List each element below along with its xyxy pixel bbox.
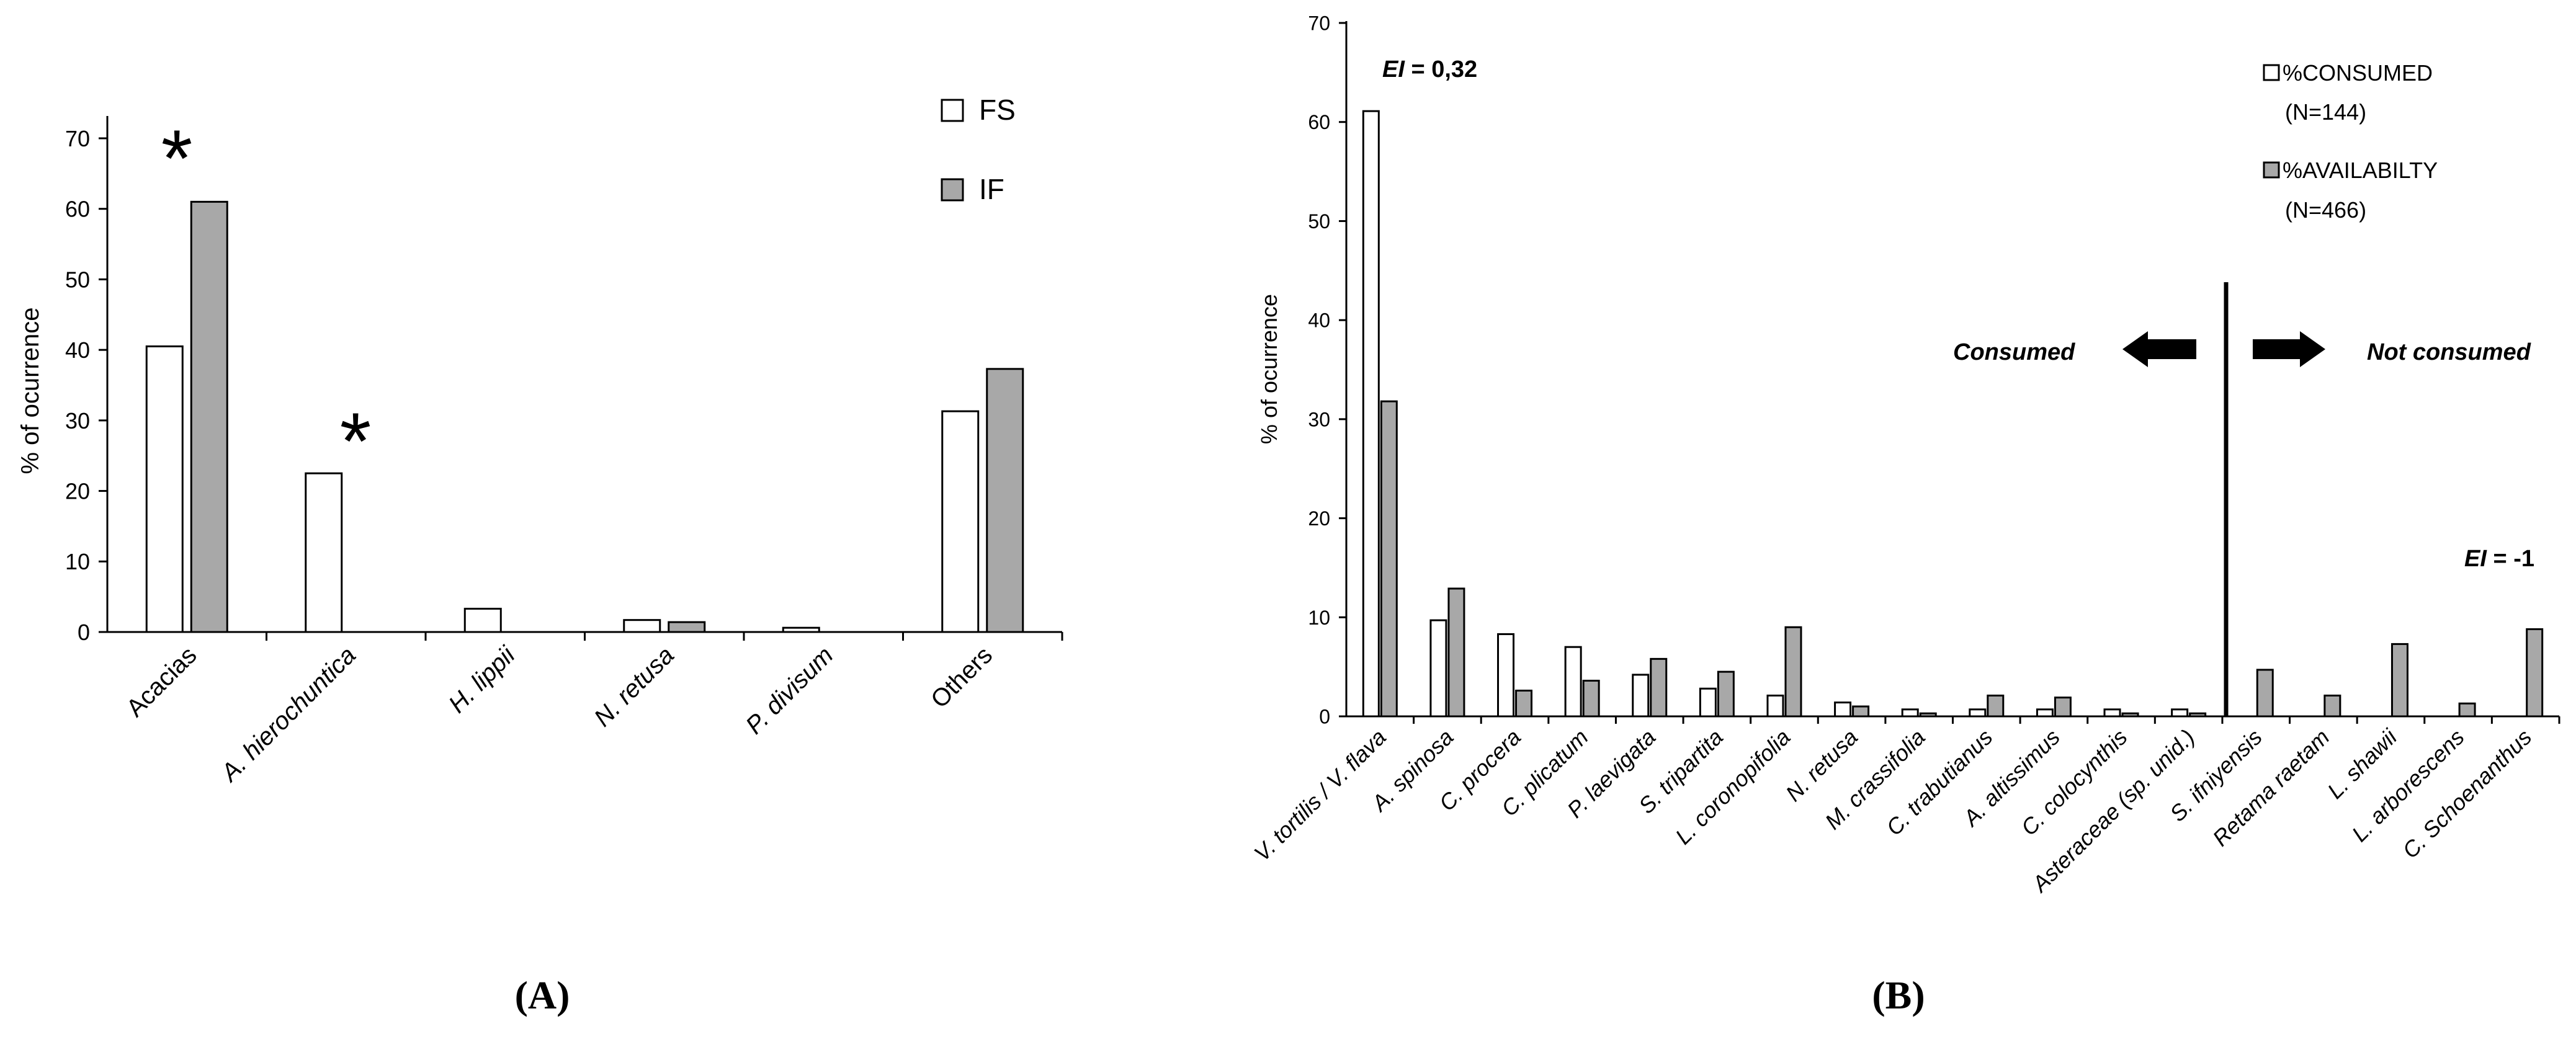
y-tick-label: 20 xyxy=(65,479,90,504)
bar-consumed-c-procera xyxy=(1497,633,1515,718)
y-tick-label: 20 xyxy=(1308,507,1330,530)
bar-consumed-a-altissimus xyxy=(2036,708,2054,718)
legend-swatch-fs xyxy=(941,99,964,122)
y-tick-label: 0 xyxy=(78,620,90,645)
bar-availabilty-l-coronopifolia xyxy=(1784,626,1802,718)
bar-availabilty-c-procera xyxy=(1515,689,1533,718)
bar-availabilty-p-laevigata xyxy=(1650,657,1668,718)
y-tick-label: 30 xyxy=(1308,408,1330,430)
panel-b-legend: %CONSUMED (N=144) %AVAILABILTY (N=466) xyxy=(2263,60,2438,223)
y-tick-label: 10 xyxy=(1308,607,1330,629)
y-tick-label: 30 xyxy=(65,408,90,434)
arrow-left-icon xyxy=(2122,331,2196,367)
legend-swatch-if xyxy=(941,178,964,202)
panel-a-y-axis-ticks: 0 10 20 30 40 50 60 70 xyxy=(65,126,107,645)
bar-availabilty-c-schoenanthus xyxy=(2526,628,2544,718)
bar-fs-others xyxy=(941,410,980,633)
bar-consumed-c-trabutianus xyxy=(1969,708,1987,718)
bar-consumed-c-colocynthis xyxy=(2103,708,2121,718)
panel-a-y-axis-label: % of ocurrence xyxy=(17,307,44,474)
bar-availabilty-n-retusa xyxy=(1852,705,1870,718)
bar-consumed-v-tortilis-v-flava xyxy=(1362,110,1380,718)
significance-asterisk-acacias: * xyxy=(161,113,193,203)
bar-fs-h-lippii xyxy=(463,607,502,633)
legend-swatch-consumed xyxy=(2263,64,2280,81)
bar-availabilty-v-tortilis-v-flava xyxy=(1380,400,1398,718)
panel-a-bars xyxy=(145,200,1024,633)
bar-if-acacias xyxy=(190,200,228,633)
legend-label-consumed: %CONSUMED xyxy=(2283,60,2433,86)
arrow-right-icon xyxy=(2253,331,2325,367)
significance-asterisk-a-hierochuntica: * xyxy=(340,396,372,486)
y-tick-label: 40 xyxy=(65,337,90,363)
bar-availabilty-c-trabutianus xyxy=(1987,694,2005,718)
legend-label-if: IF xyxy=(979,173,1004,205)
y-tick-label: 50 xyxy=(1308,210,1330,233)
panel-b-label: (B) xyxy=(1872,973,1925,1017)
bar-if-others xyxy=(986,368,1024,633)
bar-fs-acacias xyxy=(145,345,184,633)
panel-b-y-axis-label: % of ocurrence xyxy=(1256,294,1282,444)
legend-n-availability: (N=466) xyxy=(2285,197,2366,223)
legend-n-consumed: (N=144) xyxy=(2285,99,2366,125)
y-tick-label: 10 xyxy=(65,549,90,574)
y-tick-label: 60 xyxy=(65,197,90,222)
panel-a-label: (A) xyxy=(515,973,570,1017)
bar-availabilty-a-spinosa xyxy=(1447,587,1465,718)
y-tick-label: 40 xyxy=(1308,309,1330,332)
bar-fs-n-retusa xyxy=(623,619,661,633)
not-consumed-label: Not consumed xyxy=(2367,339,2531,365)
y-tick-label: 60 xyxy=(1308,111,1330,133)
y-tick-label: 70 xyxy=(1308,12,1330,35)
bar-consumed-l-coronopifolia xyxy=(1766,694,1784,718)
ei-annotation-left: EI = 0,32 xyxy=(1382,56,1477,82)
legend-label-fs: FS xyxy=(979,94,1016,126)
bar-if-n-retusa xyxy=(668,621,706,633)
bar-consumed-c-plicatum xyxy=(1564,646,1582,718)
bar-availabilty-c-plicatum xyxy=(1582,680,1600,718)
bar-consumed-n-retusa xyxy=(1834,701,1852,718)
legend-label-availability: %AVAILABILTY xyxy=(2283,158,2438,183)
bar-consumed-s-tripartita xyxy=(1699,687,1717,718)
y-tick-label: 50 xyxy=(65,267,90,292)
bar-availabilty-l-shawii xyxy=(2390,643,2408,718)
bar-availabilty-s-tripartita xyxy=(1717,670,1735,718)
y-tick-label: 70 xyxy=(65,126,90,151)
y-tick-label: 0 xyxy=(1319,706,1330,728)
ei-annotation-right: EI = -1 xyxy=(2464,546,2534,572)
bar-availabilty-a-altissimus xyxy=(2054,697,2072,718)
bar-consumed-asteraceae-sp-unid xyxy=(2171,708,2189,718)
bar-consumed-a-spinosa xyxy=(1429,619,1447,718)
bar-fs-a-hierochuntica xyxy=(305,472,343,633)
legend-swatch-availability xyxy=(2263,161,2280,179)
bar-consumed-p-laevigata xyxy=(1632,674,1650,718)
bar-consumed-m-crassifolia xyxy=(1901,708,1919,718)
bar-availabilty-s-ifniyensis xyxy=(2256,669,2274,718)
panel-b-y-axis-ticks: 0 10 20 30 40 50 60 70 xyxy=(1308,12,1346,728)
consumed-label: Consumed xyxy=(1953,339,2075,365)
panel-a-legend: FS IF xyxy=(941,94,1016,205)
bar-availabilty-l-arborescens xyxy=(2458,702,2476,718)
bar-availabilty-retama-raetam xyxy=(2323,694,2341,718)
